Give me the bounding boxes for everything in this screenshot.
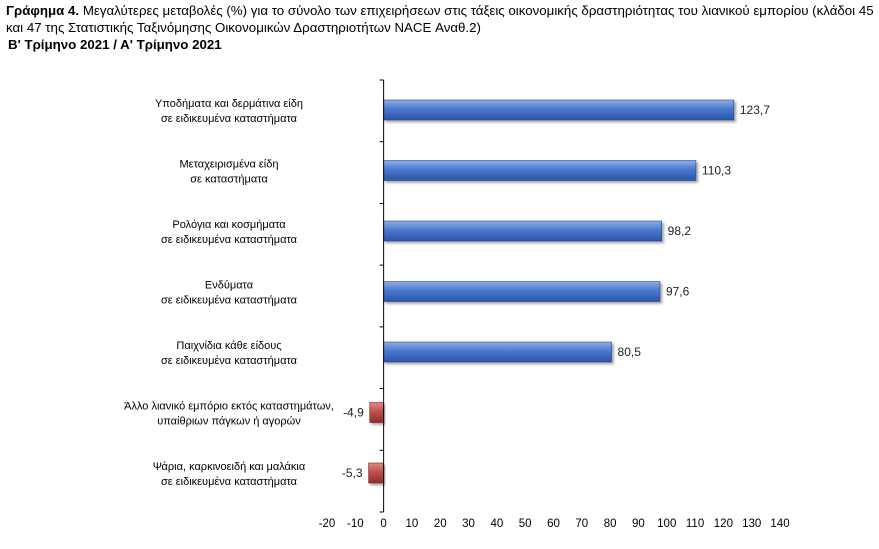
category-label-4-line-1: Ενδύματα bbox=[205, 280, 254, 292]
x-tick-label: 70 bbox=[575, 518, 588, 530]
x-tick-label: 80 bbox=[604, 518, 617, 530]
x-tick-label: 0 bbox=[380, 518, 386, 530]
x-tick-label: -20 bbox=[319, 518, 336, 530]
bar-1 bbox=[383, 99, 735, 121]
category-label-1-line-2: σε ειδικευμένα καταστήματα bbox=[161, 113, 298, 125]
x-tick-label: 120 bbox=[714, 518, 733, 530]
category-label-2-line-2: σε καταστήματα bbox=[190, 174, 268, 186]
category-label-5-line-2: σε ειδικευμένα καταστήματα bbox=[161, 355, 298, 367]
x-tick-label: 140 bbox=[770, 518, 789, 530]
category-label-7-line-1: Ψάρια, καρκινοειδή και μαλάκια bbox=[153, 461, 306, 473]
data-label-3: 98,2 bbox=[668, 224, 692, 238]
x-tick-label: 110 bbox=[686, 518, 704, 530]
chart-title-text: Μεγαλύτερες μεταβολές (%) για το σύνολο … bbox=[6, 3, 874, 35]
category-label-2-line-1: Μεταχειρισμένα είδη bbox=[180, 159, 279, 171]
data-label-4: 97,6 bbox=[666, 285, 690, 299]
bar-4 bbox=[383, 281, 661, 302]
category-label-3-line-2: σε ειδικευμένα καταστήματα bbox=[161, 234, 298, 246]
bar-5 bbox=[383, 341, 612, 363]
data-label-6: -4,9 bbox=[343, 406, 364, 420]
x-tick-label: 60 bbox=[547, 518, 560, 530]
x-tick-label: -10 bbox=[347, 518, 364, 530]
data-label-7: -5,3 bbox=[342, 466, 363, 480]
chart-subtitle: Β' Τρίμηνο 2021 / Α' Τρίμηνο 2021 bbox=[8, 37, 222, 52]
category-label-7-line-2: σε ειδικευμένα καταστήματα bbox=[161, 476, 298, 488]
x-tick-label: 10 bbox=[406, 518, 419, 530]
data-label-5: 80,5 bbox=[618, 345, 642, 359]
bar-2 bbox=[383, 160, 697, 181]
chart-title: Γράφημα 4. Μεγαλύτερες μεταβολές (%) για… bbox=[6, 2, 876, 53]
x-tick-label: 90 bbox=[632, 518, 645, 530]
data-label-2: 110,3 bbox=[702, 164, 731, 178]
chart-title-prefix: Γράφημα 4. bbox=[6, 3, 80, 18]
x-tick-label: 100 bbox=[657, 518, 676, 530]
category-label-6-line-1: Άλλο λιανικό εμπόριο εκτός καταστημάτων, bbox=[124, 401, 334, 413]
category-label-1-line-1: Υποδήματα και δερμάτινα είδη bbox=[155, 98, 303, 110]
bar-7 bbox=[368, 462, 384, 484]
category-label-3-line-1: Ρολόγια και κοσμήματα bbox=[172, 219, 286, 231]
bar-6 bbox=[369, 402, 384, 423]
category-label-4-line-2: σε ειδικευμένα καταστήματα bbox=[161, 295, 298, 307]
x-tick-label: 50 bbox=[519, 518, 532, 530]
category-label-6-line-2: υπαίθριων πάγκων ή αγορών bbox=[157, 416, 301, 428]
x-tick-label: 130 bbox=[742, 518, 761, 530]
data-label-1: 123,7 bbox=[740, 103, 770, 117]
x-tick-label: 20 bbox=[434, 518, 447, 530]
bar-3 bbox=[383, 220, 662, 242]
category-label-5-line-1: Παιχνίδια κάθε είδους bbox=[176, 340, 281, 352]
x-tick-label: 40 bbox=[490, 518, 503, 530]
x-tick-label: 30 bbox=[462, 518, 475, 530]
